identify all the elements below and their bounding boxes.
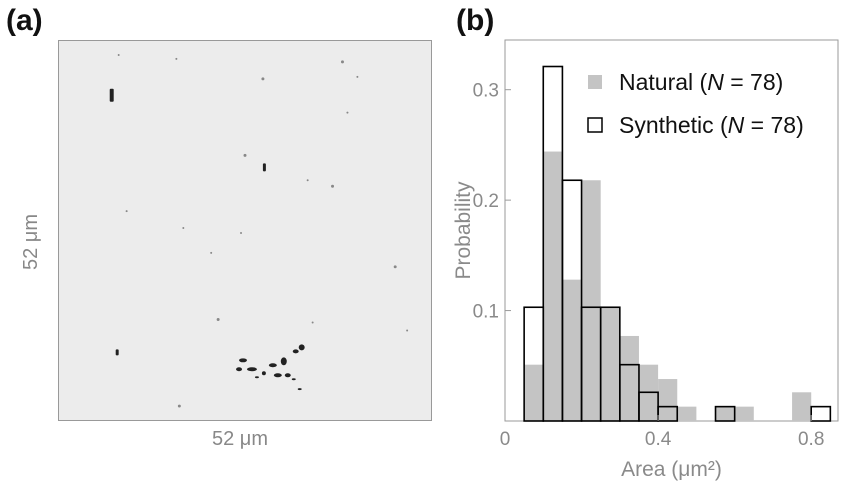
bar-natural-4 [600,307,620,421]
x-tick-label-1: 0.4 [645,429,672,450]
micrograph-scale-x: 52 μm [212,428,268,450]
bar-natural-0 [524,364,544,421]
bar-natural-1 [543,151,563,421]
y-tick-label-2: 0.3 [473,81,499,102]
bar-synthetic-7 [657,405,679,422]
x-tick-label-0: 0 [500,429,511,450]
y-axis-label: Probability [452,181,475,280]
bar-natural-10 [734,406,754,421]
bar-natural-2 [562,279,582,421]
bar-synthetic-2 [561,179,583,422]
bar-natural-7 [658,379,678,421]
legend-swatch-natural [588,75,602,89]
bar-natural-5 [619,335,639,421]
legend-label-synthetic: Synthetic (N = 78) [619,112,804,138]
x-axis-label: Area (μm²) [621,458,722,481]
panel-label-b: (b) [456,4,495,37]
bar-synthetic-9 [810,405,832,422]
y-tick-label-1: 0.2 [473,191,499,212]
bar-natural-9 [715,406,735,421]
x-tick-label-2: 0.8 [798,429,824,450]
bar-natural-11 [792,392,812,421]
legend-label-natural: Natural (N = 78) [619,69,783,95]
y-tick-label-0: 0.1 [473,302,499,323]
micrograph-image [58,40,432,421]
bar-natural-3 [581,180,601,421]
bar-natural-8 [677,406,697,421]
bar-synthetic-8 [714,405,736,422]
panel-label-a: (a) [6,4,43,37]
legend-swatch-synthetic [587,117,603,133]
